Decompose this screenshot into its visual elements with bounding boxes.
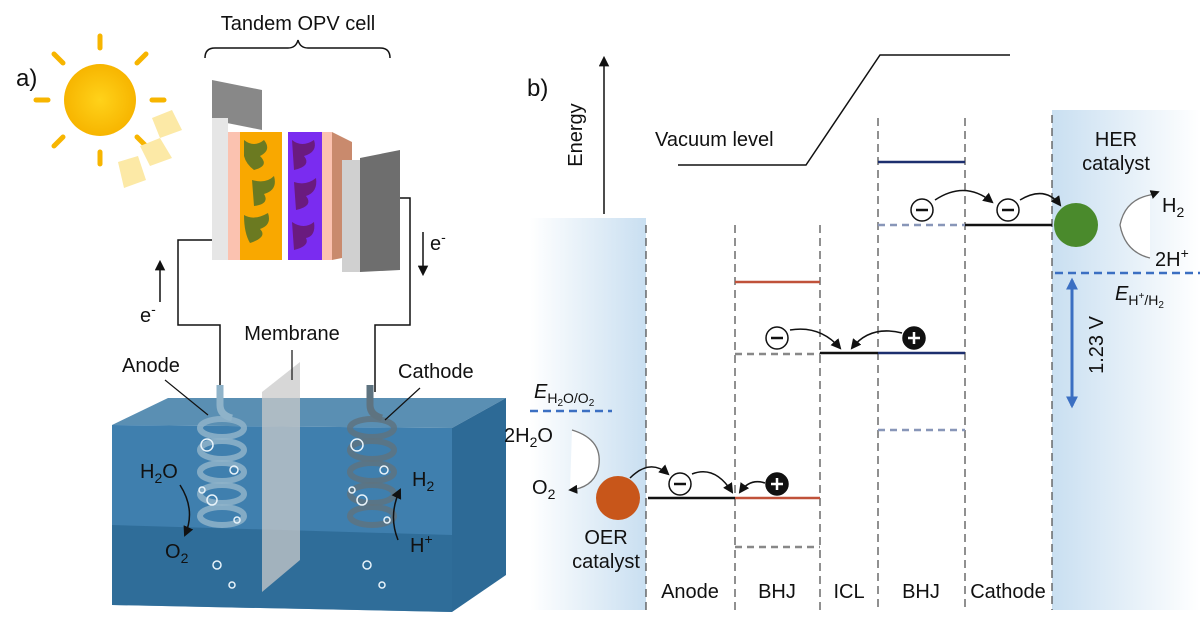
label-part: catalyst — [1082, 153, 1150, 175]
panel-a: a) Tandem OPV cell e- e- Membrane Anode … — [16, 13, 506, 612]
label-part: + — [1181, 245, 1189, 261]
opv-cell — [212, 80, 400, 272]
cathode-region — [1052, 110, 1200, 610]
figure: a) Tandem OPV cell e- e- Membrane Anode … — [0, 0, 1200, 624]
label-part: O — [165, 541, 181, 563]
panel-b: b) Energy Vacuum level 1.23 V EH2O/O2 2H… — [504, 55, 1200, 610]
brace — [205, 40, 390, 58]
tank — [112, 398, 506, 612]
layer-labels: Anode BHJ ICL BHJ Cathode — [661, 581, 1046, 603]
label-part: 2 — [1176, 204, 1184, 220]
label-part: e — [140, 305, 151, 327]
label-part: 2 — [548, 486, 556, 502]
cathode-label: Cathode — [398, 361, 474, 383]
membrane — [262, 362, 300, 592]
label-part: E — [534, 381, 548, 403]
panel-label: b) — [527, 75, 548, 102]
electron-label: e- — [430, 229, 446, 255]
label-part: 2H — [504, 425, 530, 447]
vacuum-label: Vacuum level — [655, 129, 774, 151]
layer-borders — [646, 115, 1052, 610]
layer-label: BHJ — [758, 581, 796, 603]
label-part: H — [1162, 195, 1176, 217]
label-part: H — [410, 535, 424, 557]
layer-label: BHJ — [902, 581, 940, 603]
label-part: 2 — [426, 478, 434, 494]
label-part: O/O — [563, 390, 589, 406]
label-part: - — [151, 301, 156, 317]
page: {"panel_a":{"label":"a)","cell_title":"T… — [0, 0, 1200, 624]
panel-label: a) — [16, 65, 37, 92]
label-part: catalyst — [572, 551, 640, 573]
cell-title: Tandem OPV cell — [221, 13, 376, 35]
label-part: H — [1128, 292, 1138, 308]
label-part: 2 — [589, 398, 595, 409]
oer-catalyst — [596, 476, 640, 520]
label-part: 2 — [530, 434, 538, 450]
label-part: OER — [584, 527, 627, 549]
membrane-label: Membrane — [244, 323, 340, 345]
anode-label: Anode — [122, 355, 180, 377]
energy-levels — [648, 162, 1052, 547]
label-part: O — [162, 461, 178, 483]
label-part: H — [547, 390, 557, 406]
layer-label: ICL — [833, 581, 864, 603]
her-catalyst — [1054, 203, 1098, 247]
layer-label: Cathode — [970, 581, 1046, 603]
label-part: /H — [1144, 292, 1158, 308]
label-part: 2 — [1158, 300, 1164, 311]
label-part: O — [532, 477, 548, 499]
label-part: H — [140, 461, 154, 483]
layer-label: Anode — [661, 581, 719, 603]
label-part: 2 — [154, 470, 162, 486]
voltage-label: 1.23 V — [1086, 315, 1108, 373]
transfer-arrows — [630, 190, 1060, 492]
label-part: e — [430, 233, 441, 255]
charges — [669, 199, 1019, 495]
label-part: O — [537, 425, 553, 447]
sun — [36, 36, 182, 188]
label-part: - — [441, 229, 446, 245]
oer-reactant: 2H2O — [504, 425, 553, 450]
label-part: 2H — [1155, 249, 1181, 271]
label-part: H — [412, 469, 426, 491]
electron-label: e- — [140, 301, 156, 327]
label-part: HER — [1095, 129, 1137, 151]
label-part: E — [1115, 283, 1129, 305]
axis-label: Energy — [565, 103, 587, 166]
label-part: + — [424, 531, 432, 547]
label-part: 2 — [181, 550, 189, 566]
